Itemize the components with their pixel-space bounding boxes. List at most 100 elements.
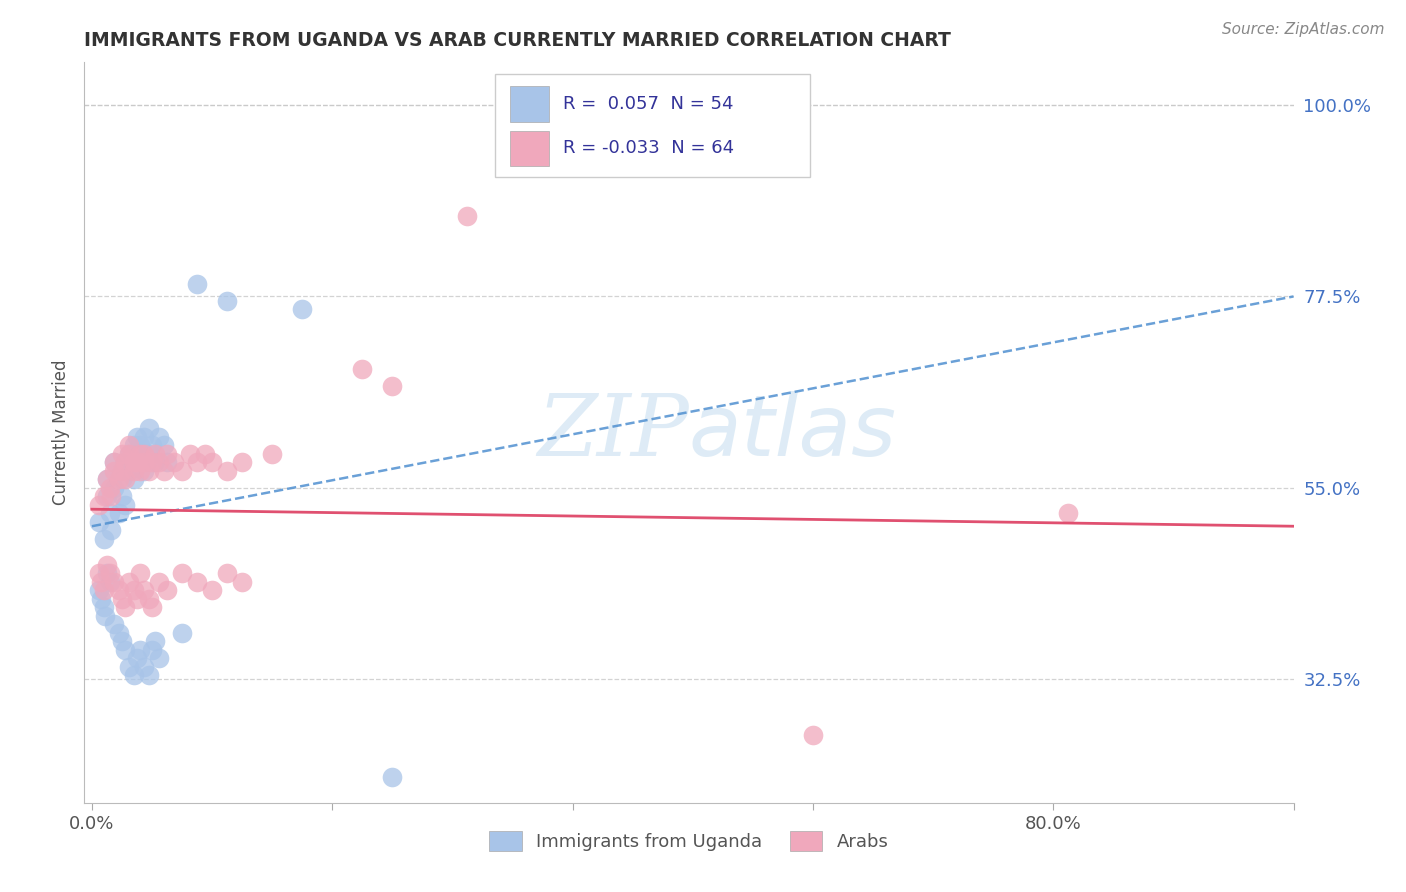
Point	[93, 532, 115, 546]
Point	[129, 447, 152, 461]
Point	[148, 430, 170, 444]
Point	[93, 600, 115, 615]
Point	[89, 566, 111, 580]
Point	[118, 438, 141, 452]
Point	[100, 524, 122, 538]
Point	[215, 464, 238, 478]
Point	[215, 566, 238, 580]
Point	[291, 302, 314, 317]
Point	[125, 455, 148, 469]
Point	[111, 472, 134, 486]
Point	[138, 421, 160, 435]
Point	[114, 472, 136, 486]
Point	[156, 582, 179, 597]
Point	[122, 668, 145, 682]
Point	[134, 447, 156, 461]
Point	[108, 625, 131, 640]
Point	[186, 574, 208, 589]
Point	[111, 634, 134, 648]
Point	[111, 591, 134, 606]
Point	[108, 582, 131, 597]
Point	[122, 455, 145, 469]
Point	[103, 481, 125, 495]
Point	[352, 361, 374, 376]
Point	[186, 455, 208, 469]
Point	[90, 591, 112, 606]
Point	[122, 582, 145, 597]
Point	[156, 455, 179, 469]
Point	[98, 566, 121, 580]
Point	[122, 472, 145, 486]
Point	[134, 455, 156, 469]
FancyBboxPatch shape	[510, 130, 548, 166]
Point	[100, 490, 122, 504]
Point	[170, 566, 193, 580]
Point	[801, 728, 824, 742]
Point	[103, 574, 125, 589]
Point	[129, 464, 152, 478]
Point	[262, 447, 284, 461]
Point	[125, 591, 148, 606]
Point	[114, 498, 136, 512]
Point	[103, 464, 125, 478]
Point	[108, 472, 131, 486]
Point	[98, 507, 121, 521]
Point	[114, 600, 136, 615]
Point	[143, 447, 166, 461]
Point	[148, 574, 170, 589]
Point	[381, 770, 404, 784]
Point	[98, 481, 121, 495]
Point	[94, 608, 117, 623]
Point	[114, 455, 136, 469]
Point	[125, 651, 148, 665]
Point	[96, 472, 118, 486]
Point	[111, 464, 134, 478]
Point	[153, 464, 176, 478]
Point	[114, 455, 136, 469]
Point	[201, 582, 224, 597]
Point	[125, 430, 148, 444]
Point	[141, 600, 163, 615]
Point	[118, 447, 141, 461]
Point	[125, 455, 148, 469]
Point	[134, 659, 156, 673]
Point	[134, 582, 156, 597]
Text: atlas: atlas	[689, 391, 897, 475]
Point	[129, 438, 152, 452]
Point	[114, 642, 136, 657]
Point	[138, 447, 160, 461]
Point	[138, 464, 160, 478]
Point	[111, 447, 134, 461]
Point	[215, 293, 238, 308]
Point	[129, 566, 152, 580]
Point	[141, 438, 163, 452]
Point	[134, 464, 156, 478]
Point	[122, 464, 145, 478]
Point	[148, 651, 170, 665]
Point	[138, 668, 160, 682]
Text: ZIP: ZIP	[537, 392, 689, 474]
Point	[456, 209, 478, 223]
Point	[89, 582, 111, 597]
Point	[231, 574, 253, 589]
Point	[96, 472, 118, 486]
FancyBboxPatch shape	[495, 73, 810, 178]
Point	[129, 642, 152, 657]
Text: R =  0.057  N = 54: R = 0.057 N = 54	[564, 95, 734, 113]
Point	[381, 379, 404, 393]
Point	[153, 438, 176, 452]
Point	[163, 455, 186, 469]
Point	[148, 455, 170, 469]
Text: IMMIGRANTS FROM UGANDA VS ARAB CURRENTLY MARRIED CORRELATION CHART: IMMIGRANTS FROM UGANDA VS ARAB CURRENTLY…	[84, 30, 952, 50]
Point	[143, 634, 166, 648]
Legend: Immigrants from Uganda, Arabs: Immigrants from Uganda, Arabs	[481, 822, 897, 861]
Point	[193, 447, 215, 461]
Point	[186, 277, 208, 291]
Point	[93, 582, 115, 597]
Point	[96, 566, 118, 580]
Point	[129, 447, 152, 461]
Point	[170, 625, 193, 640]
Point	[134, 430, 156, 444]
Point	[170, 464, 193, 478]
Point	[96, 490, 118, 504]
